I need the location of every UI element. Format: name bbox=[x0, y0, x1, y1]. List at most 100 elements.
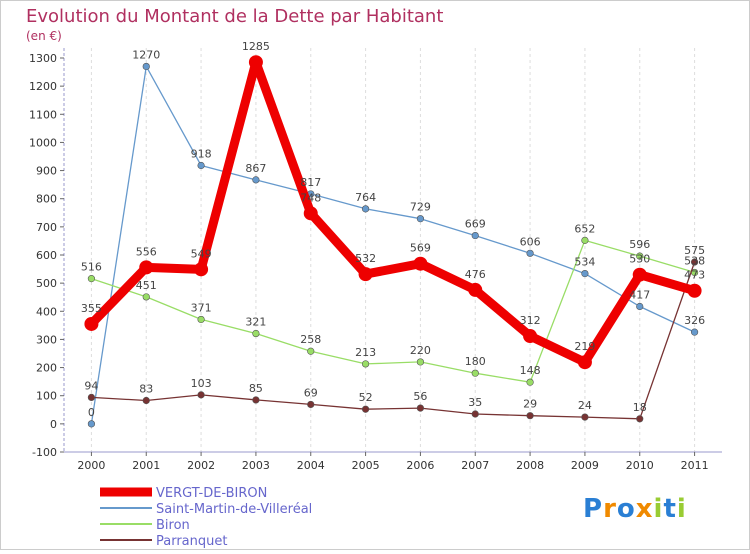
data-point bbox=[252, 176, 260, 184]
data-label: 56 bbox=[413, 390, 427, 403]
data-point bbox=[307, 400, 315, 409]
data-point bbox=[416, 358, 425, 366]
data-point bbox=[252, 396, 260, 404]
data-point bbox=[471, 231, 479, 240]
data-point bbox=[581, 269, 589, 278]
legend-label: Saint-Martin-de-Villeréal bbox=[156, 502, 312, 517]
data-point bbox=[197, 315, 205, 324]
data-label: 476 bbox=[465, 268, 486, 281]
y-tick-label: 300 bbox=[36, 333, 57, 346]
data-label: 35 bbox=[468, 396, 482, 409]
data-label: 0 bbox=[88, 406, 95, 419]
x-tick-label: 2008 bbox=[516, 459, 544, 472]
data-point bbox=[361, 205, 370, 213]
x-tick-label: 2000 bbox=[77, 459, 105, 472]
data-point bbox=[361, 360, 370, 368]
data-point bbox=[194, 262, 209, 277]
y-tick-label: 900 bbox=[36, 165, 57, 178]
data-label: 817 bbox=[300, 176, 321, 189]
y-tick-label: 1000 bbox=[29, 136, 57, 149]
data-label: 1270 bbox=[132, 48, 160, 61]
data-label: 532 bbox=[355, 252, 376, 265]
data-point bbox=[690, 258, 699, 266]
y-tick-label: 700 bbox=[36, 221, 57, 234]
y-tick-label: 100 bbox=[36, 390, 57, 403]
data-label: 219 bbox=[574, 340, 595, 353]
x-tick-label: 2006 bbox=[406, 459, 434, 472]
series-line bbox=[90, 261, 696, 420]
data-point bbox=[687, 283, 702, 298]
data-label: 180 bbox=[465, 355, 486, 368]
x-tick-label: 2004 bbox=[297, 459, 325, 472]
data-label: 258 bbox=[300, 333, 321, 346]
data-point bbox=[139, 260, 154, 275]
data-point bbox=[471, 410, 479, 418]
data-label: 530 bbox=[629, 253, 650, 266]
series-line bbox=[86, 57, 700, 367]
y-tick-label: -100 bbox=[32, 446, 57, 459]
data-point bbox=[361, 405, 370, 413]
axes: -100 0 100 200 300 400 500 600 700 800 900 1000 1100… bbox=[29, 48, 722, 472]
data-label: 538 bbox=[684, 254, 705, 267]
data-point bbox=[87, 420, 96, 428]
data-label: 18 bbox=[633, 401, 647, 414]
data-label: 321 bbox=[245, 316, 266, 329]
data-label: 24 bbox=[578, 399, 592, 412]
data-label: 220 bbox=[410, 344, 431, 357]
data-label: 596 bbox=[629, 238, 650, 251]
y-tick-label: 1300 bbox=[29, 52, 57, 65]
data-point bbox=[690, 328, 699, 336]
data-point bbox=[523, 329, 538, 344]
data-labels: 0 1270 918 867 817 764 729 669 606 534 417 326 516 45… bbox=[81, 40, 705, 419]
data-point bbox=[303, 206, 318, 221]
data-label: 748 bbox=[300, 191, 321, 204]
data-point bbox=[526, 412, 534, 420]
data-label: 764 bbox=[355, 191, 376, 204]
data-label: 371 bbox=[191, 301, 212, 314]
data-point bbox=[248, 55, 263, 70]
y-tick-label: 1100 bbox=[29, 108, 57, 121]
data-label: 29 bbox=[523, 398, 537, 411]
data-label: 1285 bbox=[242, 40, 270, 53]
y-tick-label: 0 bbox=[50, 418, 57, 431]
data-label: 103 bbox=[191, 377, 212, 390]
data-point bbox=[416, 215, 425, 223]
logo-text: Proxiti bbox=[583, 494, 687, 524]
y-tick-label: 200 bbox=[36, 362, 57, 375]
x-tick-label: 2007 bbox=[461, 459, 489, 472]
x-tick-label: 2005 bbox=[352, 459, 380, 472]
y-tick-label: 500 bbox=[36, 277, 57, 290]
data-point bbox=[577, 355, 592, 370]
data-label: 417 bbox=[629, 289, 650, 302]
data-label: 355 bbox=[81, 302, 102, 315]
chart-title: Evolution du Montant de la Dette par Hab… bbox=[26, 6, 443, 27]
data-point bbox=[636, 302, 644, 311]
data-label: 516 bbox=[81, 261, 102, 274]
data-point bbox=[526, 378, 534, 386]
data-label: 451 bbox=[136, 279, 157, 292]
data-point bbox=[84, 316, 99, 331]
data-point bbox=[581, 413, 589, 421]
data-label: 867 bbox=[245, 162, 266, 175]
data-label: 94 bbox=[84, 379, 98, 392]
legend: VERGT-DE-BIRONSaint-Martin-de-VilleréalB… bbox=[100, 486, 312, 549]
data-label: 569 bbox=[410, 242, 431, 255]
data-point bbox=[252, 329, 260, 338]
series-lines bbox=[84, 55, 702, 428]
data-label: 606 bbox=[520, 235, 541, 248]
series-line bbox=[90, 65, 696, 425]
data-point bbox=[142, 293, 150, 301]
data-point bbox=[197, 161, 205, 170]
chart-subtitle: (en €) bbox=[26, 29, 62, 43]
data-label: 669 bbox=[465, 218, 486, 231]
data-label: 549 bbox=[191, 247, 212, 260]
x-tick-label: 2001 bbox=[132, 459, 160, 472]
data-point bbox=[87, 275, 96, 283]
y-tick-label: 800 bbox=[36, 193, 57, 206]
data-point bbox=[87, 393, 96, 402]
data-point bbox=[197, 391, 205, 399]
data-label: 213 bbox=[355, 346, 376, 359]
data-point bbox=[632, 267, 647, 282]
data-point bbox=[581, 236, 589, 244]
